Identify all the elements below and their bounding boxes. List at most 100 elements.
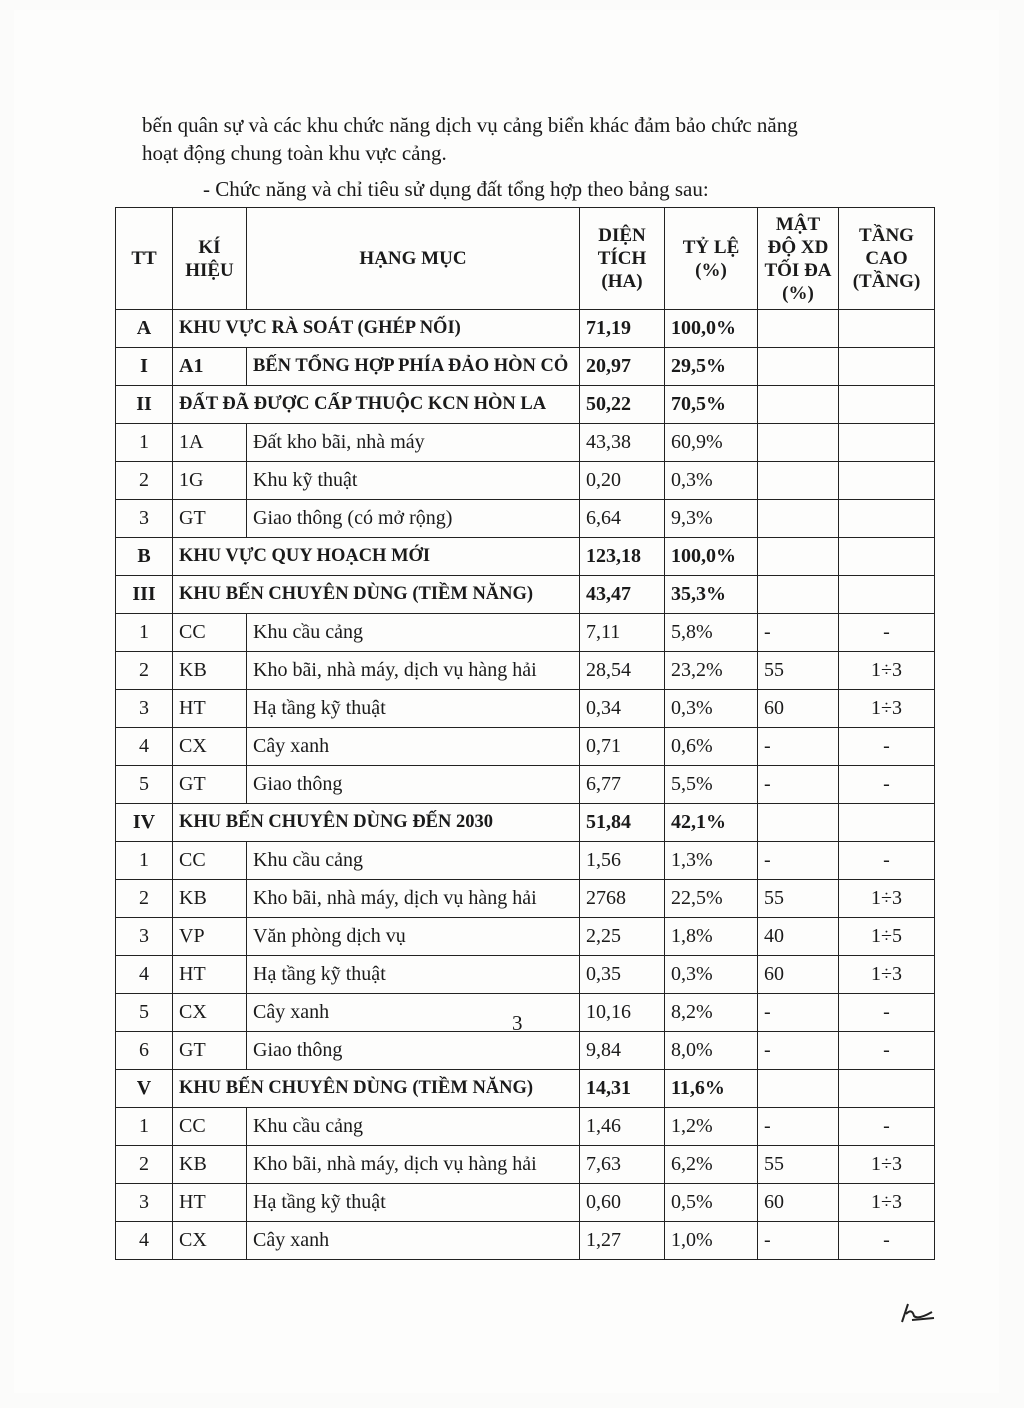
- cell-dien-tich: 6,64: [579, 499, 665, 538]
- cell-tang-cao: -: [838, 765, 935, 804]
- cell-tang-cao: 1÷3: [838, 1183, 935, 1222]
- section-row: B KHU VỰC QUY HOẠCH MỚI 123,18 100,0%: [115, 537, 935, 576]
- cell-hang-muc: Đất kho bãi, nhà máy: [246, 423, 580, 462]
- cell-ty-le: 1,0%: [664, 1221, 758, 1260]
- cell-mat-do: -: [757, 841, 839, 880]
- land-use-table: TT KÍ HIỆU HẠNG MỤC DIỆN TÍCH (HA) TỶ LỆ…: [115, 207, 935, 1260]
- cell-tt: 2: [115, 1145, 173, 1184]
- cell-tt: 1: [115, 613, 173, 652]
- cell-ty-le: 0,5%: [664, 1183, 758, 1222]
- cell-tang-cao: [838, 347, 935, 386]
- cell-hang-muc: Khu kỹ thuật: [246, 461, 580, 500]
- cell-ki-hieu: HT: [172, 689, 247, 728]
- cell-hang-muc: ĐẤT ĐÃ ĐƯỢC CẤP THUỘC KCN HÒN LA: [172, 385, 580, 424]
- table-row: 1 1A Đất kho bãi, nhà máy 43,38 60,9%: [115, 423, 935, 462]
- cell-dien-tich: 14,31: [579, 1069, 665, 1108]
- cell-tt: 5: [115, 993, 173, 1032]
- table-row: 3 HT Hạ tầng kỹ thuật 0,60 0,5% 60 1÷3: [115, 1183, 935, 1222]
- cell-ty-le: 11,6%: [664, 1069, 758, 1108]
- cell-tt: I: [115, 347, 173, 386]
- cell-ty-le: 9,3%: [664, 499, 758, 538]
- cell-hang-muc: Giao thông: [246, 1031, 580, 1070]
- cell-hang-muc: Giao thông (có mở rộng): [246, 499, 580, 538]
- cell-dien-tich: 123,18: [579, 537, 665, 576]
- header-tang-cao: TẦNG CAO (TẦNG): [838, 207, 935, 310]
- cell-mat-do: [757, 347, 839, 386]
- cell-tt: V: [115, 1069, 173, 1108]
- cell-tang-cao: -: [838, 1221, 935, 1260]
- cell-mat-do: [757, 1069, 839, 1108]
- cell-ki-hieu: KB: [172, 651, 247, 690]
- cell-ty-le: 100,0%: [664, 309, 758, 348]
- section-row: III KHU BẾN CHUYÊN DÙNG (TIỀM NĂNG) 43,47 3…: [115, 575, 935, 614]
- cell-mat-do: [757, 803, 839, 842]
- cell-mat-do: [757, 499, 839, 538]
- cell-ty-le: 8,2%: [664, 993, 758, 1032]
- cell-dien-tich: 20,97: [579, 347, 665, 386]
- table-body: A KHU VỰC RÀ SOÁT (GHÉP NỐI) 71,19 100,0% I A…: [115, 309, 935, 1260]
- initials-signature: [901, 1303, 935, 1323]
- cell-ty-le: 23,2%: [664, 651, 758, 690]
- cell-tt: IV: [115, 803, 173, 842]
- cell-ki-hieu: GT: [172, 499, 247, 538]
- cell-dien-tich: 0,35: [579, 955, 665, 994]
- table-header-row: TT KÍ HIỆU HẠNG MỤC DIỆN TÍCH (HA) TỶ LỆ…: [115, 207, 935, 310]
- cell-hang-muc: Hạ tầng kỹ thuật: [246, 1183, 580, 1222]
- table-row: 2 KB Kho bãi, nhà máy, dịch vụ hàng hải 28,…: [115, 651, 935, 690]
- cell-ty-le: 35,3%: [664, 575, 758, 614]
- cell-dien-tich: 10,16: [579, 993, 665, 1032]
- table-row: 1 CC Khu cầu cảng 1,46 1,2% - -: [115, 1107, 935, 1146]
- cell-mat-do: -: [757, 1031, 839, 1070]
- cell-ty-le: 0,3%: [664, 461, 758, 500]
- cell-ki-hieu: CX: [172, 727, 247, 766]
- cell-mat-do: -: [757, 613, 839, 652]
- table-row: 4 HT Hạ tầng kỹ thuật 0,35 0,3% 60 1÷3: [115, 955, 935, 994]
- cell-ki-hieu: GT: [172, 765, 247, 804]
- cell-tang-cao: 1÷3: [838, 689, 935, 728]
- cell-tang-cao: [838, 803, 935, 842]
- cell-dien-tich: 0,60: [579, 1183, 665, 1222]
- cell-ki-hieu: GT: [172, 1031, 247, 1070]
- cell-tt: II: [115, 385, 173, 424]
- cell-mat-do: [757, 385, 839, 424]
- cell-hang-muc: Khu cầu cảng: [246, 841, 580, 880]
- cell-hang-muc: Hạ tầng kỹ thuật: [246, 955, 580, 994]
- header-hang-muc: HẠNG MỤC: [246, 207, 580, 310]
- cell-dien-tich: 43,47: [579, 575, 665, 614]
- cell-ki-hieu: CX: [172, 993, 247, 1032]
- cell-hang-muc: Giao thông: [246, 765, 580, 804]
- cell-hang-muc: BẾN TỔNG HỢP PHÍA ĐẢO HÒN CỎ: [246, 347, 580, 386]
- header-ki-hieu: KÍ HIỆU: [172, 207, 247, 310]
- table-row: 1 CC Khu cầu cảng 1,56 1,3% - -: [115, 841, 935, 880]
- cell-mat-do: 60: [757, 1183, 839, 1222]
- cell-mat-do: -: [757, 765, 839, 804]
- cell-dien-tich: 0,34: [579, 689, 665, 728]
- cell-tt: B: [115, 537, 173, 576]
- table-intro: - Chức năng và chỉ tiêu sử dụng đất tổng…: [203, 177, 709, 201]
- cell-mat-do: [757, 537, 839, 576]
- cell-dien-tich: 43,38: [579, 423, 665, 462]
- section-row: A KHU VỰC RÀ SOÁT (GHÉP NỐI) 71,19 100,0%: [115, 309, 935, 348]
- page-number: 3: [512, 1011, 523, 1035]
- cell-mat-do: 55: [757, 1145, 839, 1184]
- cell-tang-cao: -: [838, 727, 935, 766]
- cell-tt: 3: [115, 917, 173, 956]
- cell-tang-cao: 1÷3: [838, 955, 935, 994]
- table-row: 3 HT Hạ tầng kỹ thuật 0,34 0,3% 60 1÷3: [115, 689, 935, 728]
- cell-mat-do: -: [757, 727, 839, 766]
- cell-tt: 4: [115, 1221, 173, 1260]
- cell-tang-cao: 1÷5: [838, 917, 935, 956]
- cell-ty-le: 100,0%: [664, 537, 758, 576]
- cell-dien-tich: 2,25: [579, 917, 665, 956]
- table-row: 3 VP Văn phòng dịch vụ 2,25 1,8% 40 1÷5: [115, 917, 935, 956]
- cell-dien-tich: 1,56: [579, 841, 665, 880]
- cell-tang-cao: -: [838, 841, 935, 880]
- cell-ki-hieu: HT: [172, 955, 247, 994]
- cell-tang-cao: [838, 575, 935, 614]
- cell-mat-do: -: [757, 993, 839, 1032]
- table-row: 2 1G Khu kỹ thuật 0,20 0,3%: [115, 461, 935, 500]
- cell-tt: 4: [115, 727, 173, 766]
- cell-ki-hieu: KB: [172, 1145, 247, 1184]
- cell-mat-do: [757, 461, 839, 500]
- cell-tt: A: [115, 309, 173, 348]
